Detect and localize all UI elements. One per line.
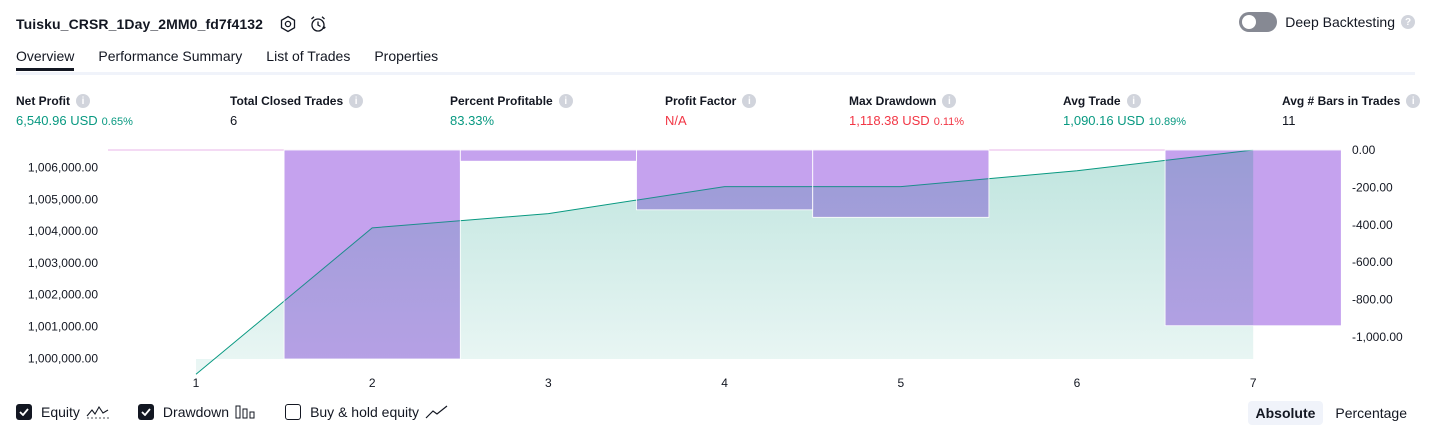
- legend-buy-hold[interactable]: Buy & hold equity: [285, 404, 449, 420]
- left-axis-tick: 1,004,000.00: [28, 224, 98, 238]
- deep-backtesting: Deep Backtesting ?: [1239, 12, 1415, 32]
- deep-backtesting-label: Deep Backtesting: [1285, 14, 1395, 30]
- metric-label: Avg Trade: [1063, 94, 1121, 108]
- metric-value: 83.33%: [450, 113, 495, 128]
- info-icon[interactable]: i: [558, 94, 573, 108]
- left-axis-tick: 1,002,000.00: [28, 288, 98, 302]
- drawdown-bar-overlay: [1164, 149, 1342, 327]
- metric-label: Net Profit: [16, 94, 70, 108]
- info-icon[interactable]: i: [942, 94, 957, 108]
- strategy-header: Tuisku_CRSR_1Day_2MM0_fd7f4132: [16, 12, 329, 36]
- deep-backtesting-toggle[interactable]: [1239, 12, 1278, 32]
- drawdown-overlay: [283, 149, 1342, 360]
- metric-value: N/A: [665, 113, 687, 128]
- tab-list-of-trades[interactable]: List of Trades: [266, 48, 351, 64]
- left-axis-tick: 1,005,000.00: [28, 192, 98, 206]
- mode-percentage[interactable]: Percentage: [1335, 405, 1407, 421]
- metric-value: 6: [230, 113, 238, 128]
- tab-performance-summary[interactable]: Performance Summary: [98, 48, 243, 64]
- toggle-knob: [1242, 15, 1257, 29]
- alert-clock-icon[interactable]: [307, 13, 329, 35]
- legend-equity[interactable]: Equity: [16, 404, 110, 420]
- metric-percent-profitable: Percent Profitable i 83.33%: [450, 94, 573, 128]
- buy-hold-checkbox[interactable]: [285, 404, 302, 420]
- metric-avg-bars: Avg # Bars in Trades i 11: [1282, 94, 1421, 128]
- right-axis-tick: -600.00: [1352, 255, 1393, 269]
- legend-label: Buy & hold equity: [310, 404, 420, 420]
- x-axis-tick: 3: [545, 376, 552, 390]
- equity-line: [195, 149, 1254, 375]
- right-axis-tick: -800.00: [1352, 293, 1393, 307]
- mode-absolute[interactable]: Absolute: [1247, 401, 1324, 425]
- drawdown-bar: [460, 150, 637, 162]
- drawdown-bar-overlay: [636, 149, 814, 211]
- x-axis-tick: 4: [721, 376, 728, 390]
- right-axis-tick: -400.00: [1352, 218, 1393, 232]
- x-axis: 1 2 3 4 5 6 7: [193, 376, 1257, 390]
- metric-profit-factor: Profit Factor i N/A: [665, 94, 757, 128]
- metric-max-drawdown: Max Drawdown i 1,118.38 USD 0.11%: [849, 94, 964, 128]
- x-axis-tick: 6: [1074, 376, 1081, 390]
- metric-label: Total Closed Trades: [230, 94, 344, 108]
- metric-percent: 0.65%: [101, 116, 133, 128]
- right-axis-tick: -200.00: [1352, 180, 1393, 194]
- tab-properties[interactable]: Properties: [374, 48, 439, 64]
- metric-value: 11: [1282, 113, 1296, 128]
- metric-label: Profit Factor: [665, 94, 737, 108]
- left-axis-tick: 1,003,000.00: [28, 256, 98, 270]
- metric-avg-trade: Avg Trade i 1,090.16 USD 10.89%: [1063, 94, 1186, 128]
- equity-chart: 1,006,000.00 1,005,000.00 1,004,000.00 1,00…: [28, 143, 1403, 390]
- drawdown-bar-overlay: [812, 149, 990, 218]
- settings-icon[interactable]: [277, 13, 299, 35]
- metric-label: Percent Profitable: [450, 94, 553, 108]
- info-icon[interactable]: i: [1406, 94, 1421, 108]
- info-icon[interactable]: i: [349, 94, 364, 108]
- info-icon[interactable]: i: [76, 94, 90, 108]
- metric-total-closed-trades: Total Closed Trades i 6: [230, 94, 364, 128]
- tab-bar: Overview Performance Summary List of Tra…: [16, 48, 462, 71]
- display-mode-switch: Absolute Percentage: [1244, 401, 1416, 425]
- equity-checkbox[interactable]: [16, 404, 32, 420]
- right-axis-tick: -1,000.00: [1352, 330, 1403, 344]
- help-icon[interactable]: ?: [1401, 15, 1415, 29]
- metric-net-profit: Net Profit i 6,540.96 USD 0.65%: [16, 94, 133, 128]
- metric-value: 1,090.16 USD: [1063, 113, 1145, 128]
- tabs-divider: [16, 72, 1415, 75]
- x-axis-tick: 1: [193, 376, 200, 390]
- metric-percent: 0.11%: [933, 116, 965, 128]
- x-axis-tick: 5: [897, 376, 904, 390]
- drawdown-bars-icon: [235, 405, 257, 419]
- left-axis-tick: 1,000,000.00: [28, 351, 98, 365]
- drawdown-checkbox[interactable]: [137, 404, 154, 420]
- left-axis-tick: 1,006,000.00: [28, 160, 98, 174]
- strategy-name: Tuisku_CRSR_1Day_2MM0_fd7f4132: [16, 16, 264, 32]
- metric-value: 1,118.38 USD: [849, 113, 930, 128]
- drawdown-bar-overlay: [459, 149, 637, 162]
- legend-label: Equity: [41, 404, 80, 420]
- metric-label: Max Drawdown: [849, 94, 937, 108]
- left-axis: 1,006,000.00 1,005,000.00 1,004,000.00 1,00…: [28, 160, 98, 365]
- tab-overview[interactable]: Overview: [16, 48, 75, 71]
- x-axis-tick: 2: [369, 376, 376, 390]
- legend-label: Drawdown: [162, 404, 230, 420]
- right-axis: 0.00 -200.00 -400.00 -600.00 -800.00 -1,000.0…: [1352, 143, 1403, 344]
- legend-drawdown[interactable]: Drawdown: [137, 404, 257, 420]
- equity-line-icon: [86, 405, 110, 419]
- left-axis-tick: 1,001,000.00: [28, 320, 98, 334]
- info-icon[interactable]: i: [1126, 94, 1141, 108]
- metric-value: 6,540.96 USD: [16, 113, 98, 128]
- metric-label: Avg # Bars in Trades: [1282, 94, 1401, 108]
- drawdown-bar-overlay: [283, 149, 461, 360]
- info-icon[interactable]: i: [742, 94, 757, 108]
- metric-percent: 10.89%: [1148, 116, 1186, 128]
- x-axis-tick: 7: [1250, 376, 1257, 390]
- buy-hold-line-icon: [425, 405, 449, 419]
- chart-legend: Equity Drawdown Buy & hold equity: [16, 404, 477, 420]
- right-axis-tick: 0.00: [1352, 143, 1376, 157]
